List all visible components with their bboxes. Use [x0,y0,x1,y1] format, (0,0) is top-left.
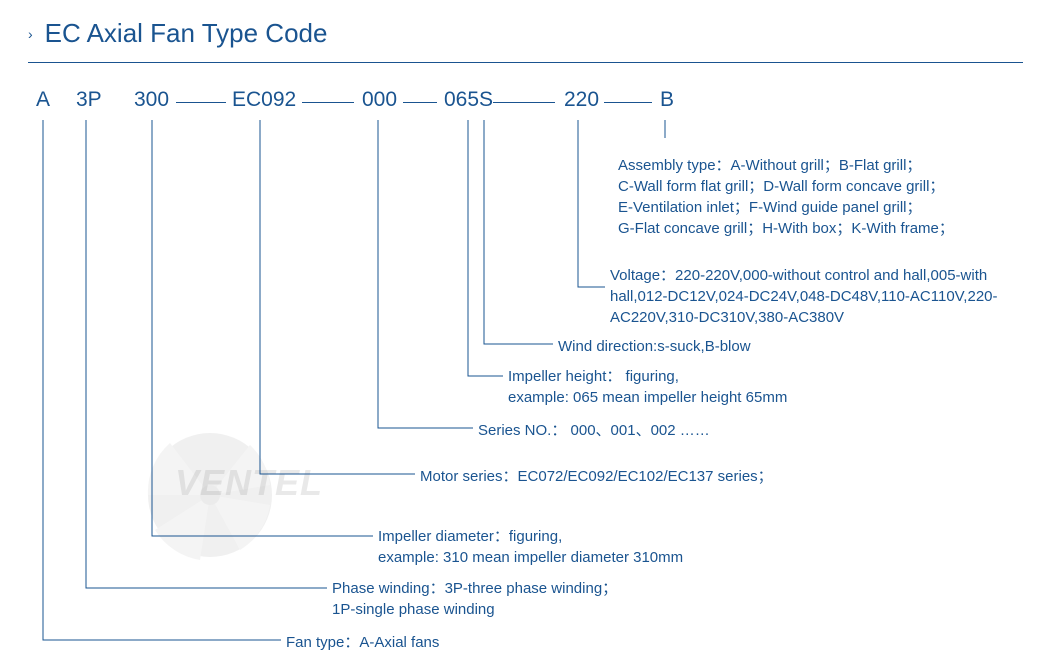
chevron-icon: › [28,26,33,42]
connector-line-2 [484,120,553,344]
type-code-row: A 3P 300 EC092 000 065S 220 B [0,88,1051,120]
connector-line-7 [86,120,327,588]
desc-phase: Phase winding：3P-three phase winding； 1P… [332,578,617,620]
connector-line-5 [260,120,415,474]
code-segment-5: 065S [444,88,493,112]
code-segment-2: 300 [134,88,169,112]
connector-line-4 [378,120,473,428]
code-dash-2 [403,102,437,103]
desc-series: Series NO.： 000、001、002 …… [478,420,710,441]
connector-line-8 [43,120,281,640]
desc-wind: Wind direction:s-suck,B-blow [558,336,751,357]
code-dash-3 [493,102,555,103]
code-segment-3: EC092 [232,88,296,112]
header: › EC Axial Fan Type Code [0,0,1051,61]
desc-fantype: Fan type：A-Axial fans [286,632,439,653]
code-dash-1 [302,102,354,103]
connector-line-3 [468,120,503,376]
code-segment-1: 3P [76,88,102,112]
code-segment-7: B [660,88,674,112]
code-dash-4 [604,102,652,103]
desc-impeller_h: Impeller height： figuring, example: 065 … [508,366,787,408]
code-dash-0 [176,102,226,103]
desc-motor: Motor series：EC072/EC092/EC102/EC137 ser… [420,466,773,487]
desc-voltage: Voltage：220-220V,000-without control and… [610,265,1010,328]
desc-impeller_d: Impeller diameter：figuring, example: 310… [378,526,683,568]
code-segment-6: 220 [564,88,599,112]
code-segment-0: A [36,88,50,112]
code-breakdown-diagram: Assembly type：A-Without grill；B-Flat gri… [0,120,1051,650]
header-divider [28,62,1023,63]
connector-line-1 [578,120,605,287]
code-segment-4: 000 [362,88,397,112]
desc-assembly: Assembly type：A-Without grill；B-Flat gri… [618,155,954,239]
page-title: EC Axial Fan Type Code [45,18,328,49]
